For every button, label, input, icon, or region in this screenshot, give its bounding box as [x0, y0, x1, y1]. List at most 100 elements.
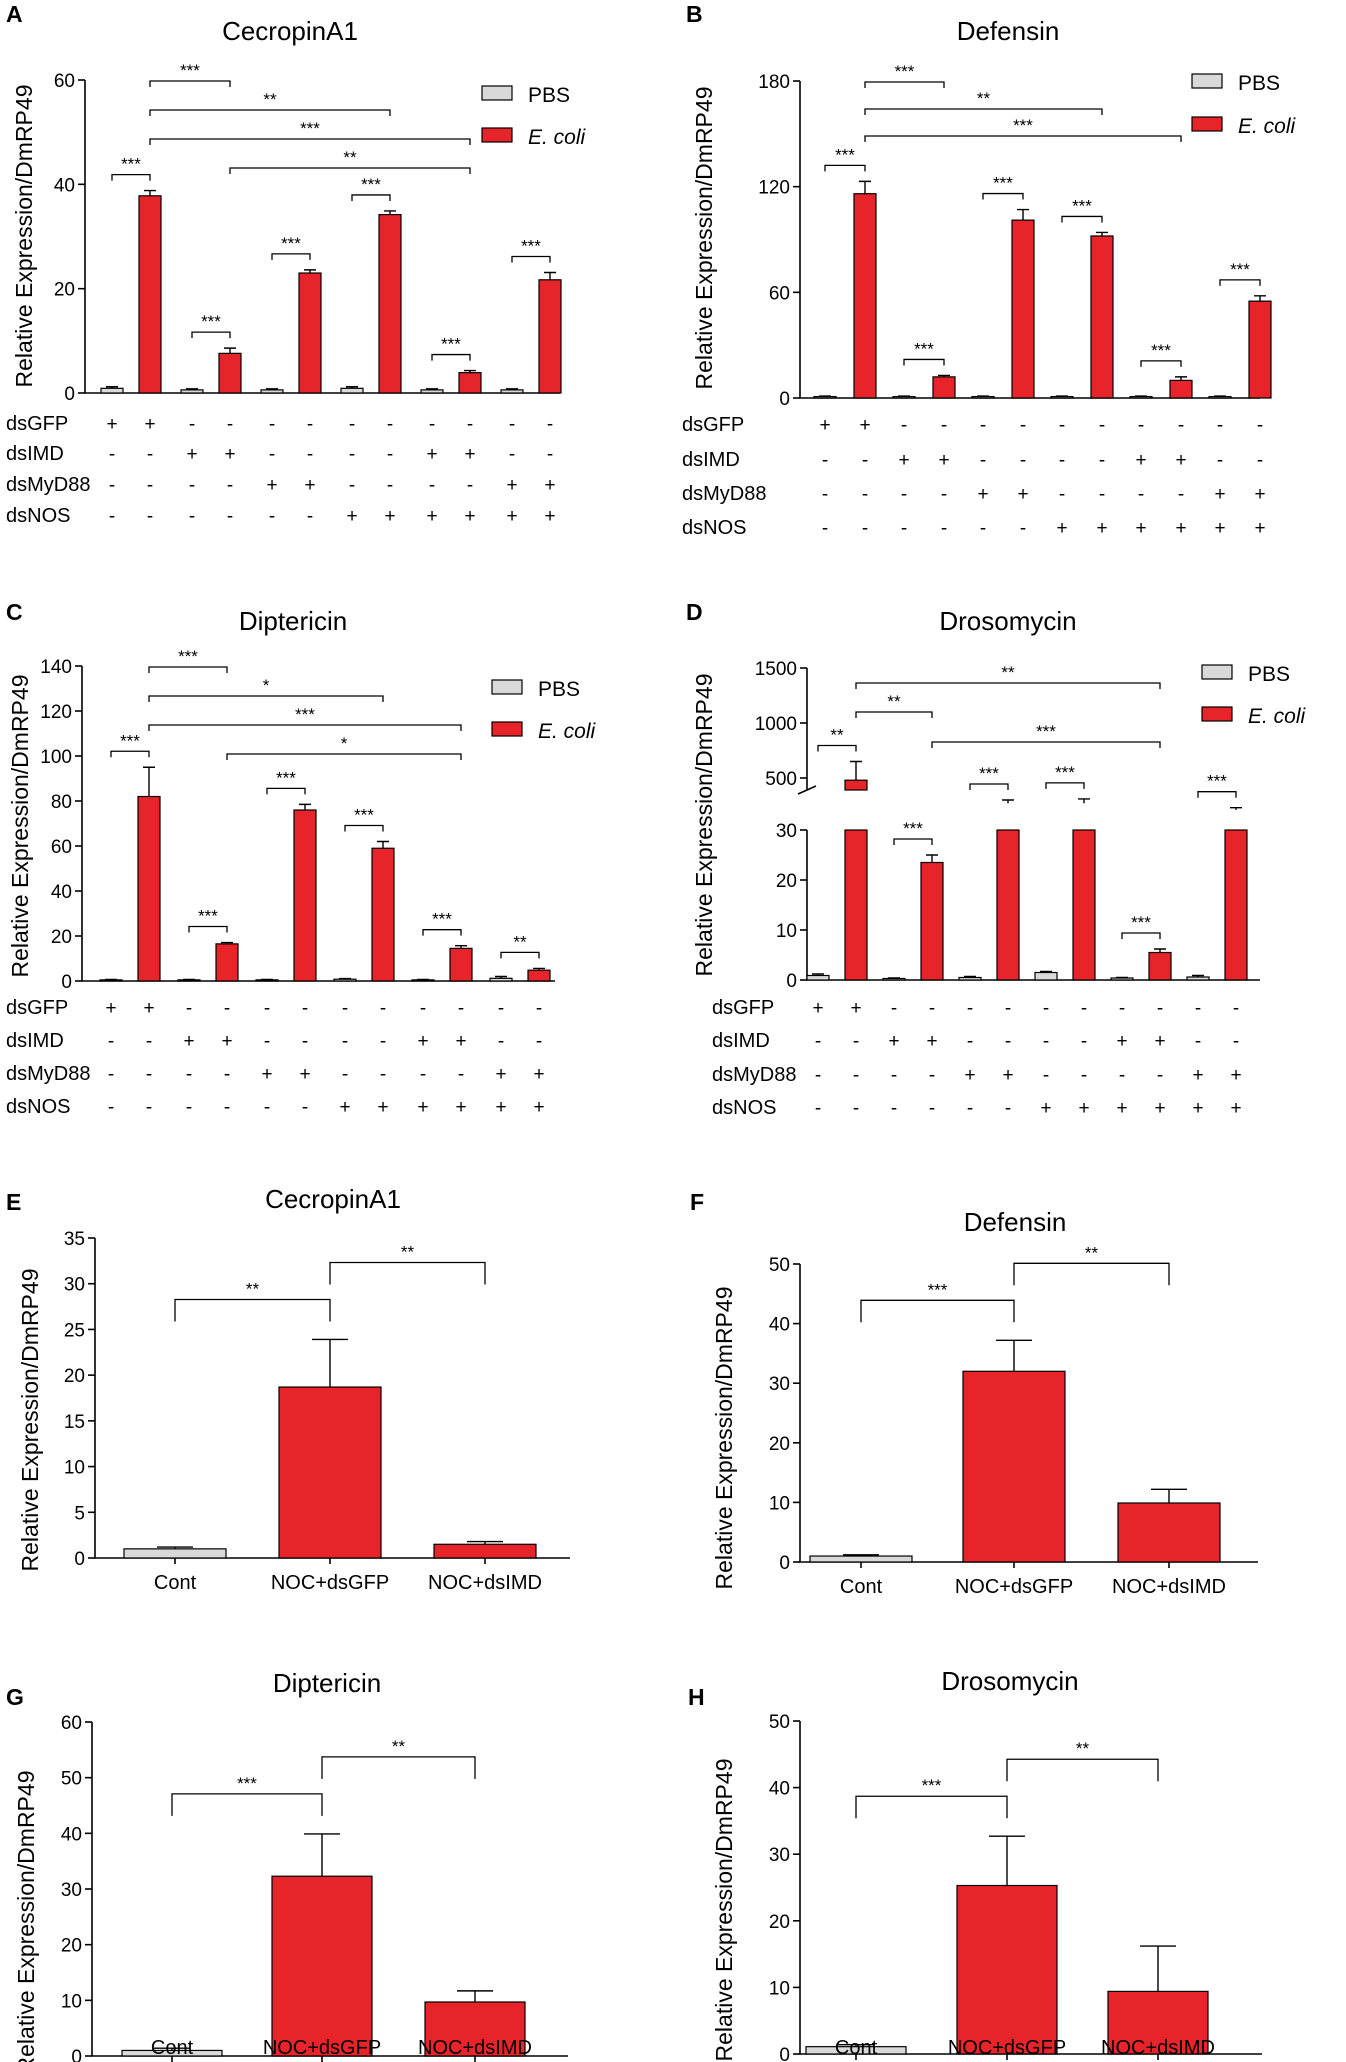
y-tick-label: 50 — [769, 1712, 790, 1733]
y-tick-label: 500 — [765, 769, 797, 790]
condition-sign: - — [1099, 484, 1105, 505]
condition-sign: + — [1002, 1065, 1013, 1086]
condition-sign: + — [898, 450, 909, 471]
condition-sign: - — [109, 506, 115, 527]
condition-sign: - — [547, 414, 553, 435]
legend: PBS E. coli — [481, 84, 587, 149]
y-tick-label: 20 — [61, 1936, 82, 1957]
condition-sign: - — [1005, 1031, 1011, 1052]
y-tick-label: 30 — [64, 1275, 85, 1296]
condition-row-label: dsNOS — [6, 1096, 70, 1118]
chart-title: Defensin — [957, 16, 1060, 46]
condition-sign: - — [349, 444, 355, 465]
significance-label: ** — [1085, 1243, 1099, 1262]
error-bar — [859, 180, 871, 194]
error-bar — [1017, 208, 1029, 221]
significance-label: ** — [513, 932, 527, 951]
x-category-label: Cont — [151, 2037, 194, 2059]
condition-sign: - — [929, 1098, 935, 1119]
condition-sign: - — [862, 450, 868, 471]
condition-sign: - — [1081, 1031, 1087, 1052]
bar-pbs — [1208, 395, 1232, 399]
bar-pbs — [892, 395, 916, 399]
condition-sign: - — [547, 444, 553, 465]
significance-bracket — [855, 1795, 1008, 1819]
x-category-label: Cont — [154, 1572, 197, 1594]
significance-bracket — [1013, 1262, 1170, 1286]
condition-sign: - — [467, 414, 473, 435]
condition-sign: - — [1257, 415, 1263, 436]
x-category-label: NOC+dsIMD — [418, 2037, 532, 2059]
legend-swatch-ecoli — [491, 721, 523, 737]
y-tick-label: 50 — [61, 1769, 82, 1790]
error-bar — [157, 1546, 193, 1549]
condition-sign: - — [227, 475, 233, 496]
y-tick-label: 30 — [61, 1880, 82, 1901]
condition-sign: - — [1157, 998, 1163, 1019]
y-tick-label: 40 — [769, 1779, 790, 1800]
legend-swatch-ecoli — [1201, 706, 1233, 722]
error-bar — [838, 2043, 874, 2047]
significance-bracket — [111, 173, 151, 181]
bar-pbs — [1129, 395, 1153, 399]
y-tick-label: 120 — [758, 178, 790, 199]
y-tick-label: 10 — [776, 921, 797, 942]
y-tick-label: 40 — [51, 882, 72, 903]
significance-label: ** — [401, 1242, 415, 1261]
condition-sign: - — [498, 998, 504, 1019]
significance-bracket — [824, 164, 866, 172]
condition-sign: - — [380, 1064, 386, 1085]
significance-label: *** — [1072, 196, 1092, 215]
significance-label: * — [263, 676, 270, 695]
significance-bracket — [226, 753, 462, 760]
chart-title: Drosomycin — [939, 606, 1076, 636]
y-tick-label: 15 — [64, 1412, 85, 1433]
condition-sign: - — [967, 998, 973, 1019]
significance-label: *** — [281, 234, 301, 253]
condition-row-label: dsMyD88 — [6, 474, 90, 496]
panel-letter: H — [688, 1684, 705, 1710]
condition-sign: + — [346, 506, 357, 527]
condition-sign: + — [812, 998, 823, 1019]
error-bar — [843, 1554, 879, 1557]
condition-row-label: dsMyD88 — [682, 483, 766, 505]
condition-sign: - — [509, 444, 515, 465]
legend-label-pbs: PBS — [538, 678, 580, 701]
error-bar — [304, 1833, 340, 1877]
bar-pbs — [500, 389, 524, 394]
condition-sign: - — [498, 1031, 504, 1052]
bar-treatment — [962, 1370, 1066, 1563]
condition-sign: - — [269, 506, 275, 527]
condition-row-label: dsGFP — [6, 997, 68, 1019]
condition-sign: + — [1078, 1098, 1089, 1119]
panel-letter: D — [686, 599, 703, 625]
error-bar — [964, 975, 976, 978]
bar-ecoli — [538, 279, 562, 394]
condition-sign: + — [464, 444, 475, 465]
condition-sign: - — [822, 484, 828, 505]
y-tick-label: 20 — [51, 927, 72, 948]
significance-label: *** — [237, 1774, 257, 1793]
condition-sign: - — [189, 414, 195, 435]
condition-sign: - — [109, 475, 115, 496]
condition-sign: - — [349, 414, 355, 435]
condition-sign: + — [143, 998, 154, 1019]
legend-label-ecoli: E. coli — [1238, 115, 1297, 138]
x-category-label: Cont — [835, 2037, 878, 2059]
significance-label: *** — [521, 236, 541, 255]
condition-sign: + — [426, 506, 437, 527]
condition-sign: - — [380, 1031, 386, 1052]
bar-control — [809, 1555, 913, 1563]
condition-sign: - — [387, 414, 393, 435]
condition-sign: - — [1020, 415, 1026, 436]
condition-sign: + — [977, 484, 988, 505]
x-category-label: NOC+dsIMD — [428, 1572, 542, 1594]
condition-sign: - — [1233, 1031, 1239, 1052]
bar-ecoli — [458, 372, 482, 394]
condition-sign: - — [420, 1064, 426, 1085]
significance-bracket — [860, 1299, 1015, 1323]
significance-label: ** — [1001, 663, 1015, 682]
axis-lines-lower — [806, 830, 1260, 981]
condition-sign: - — [862, 484, 868, 505]
error-bar — [1056, 395, 1068, 397]
